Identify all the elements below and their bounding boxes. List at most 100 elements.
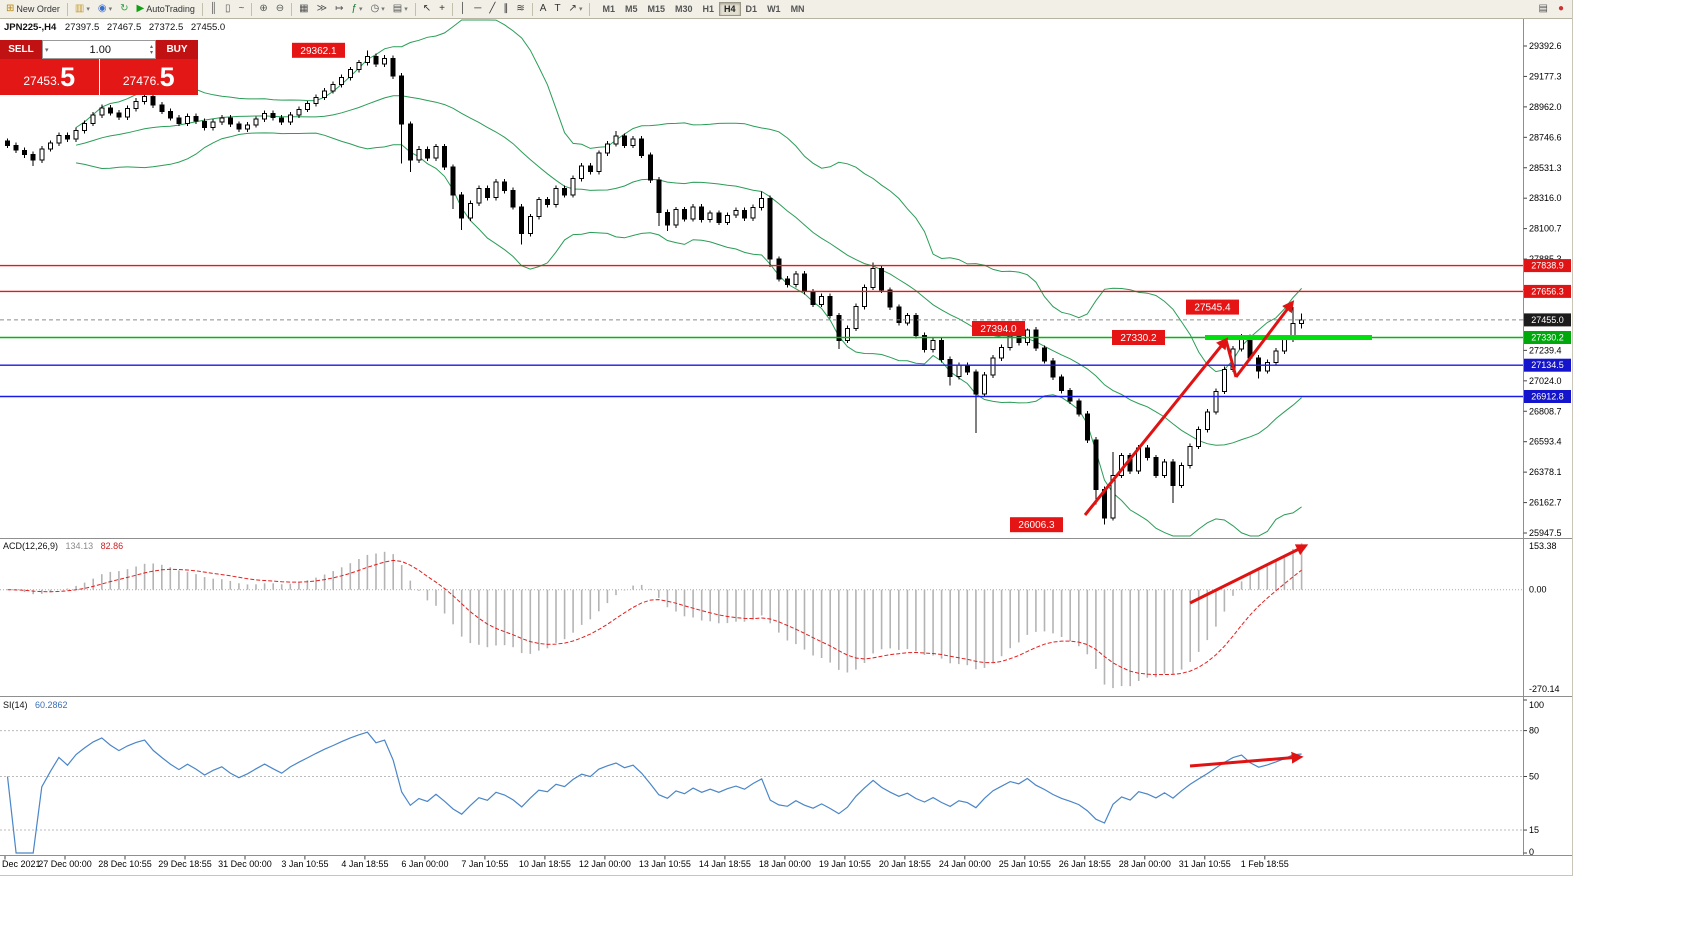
autotrading-button[interactable]: ▶ AutoTrading <box>133 1 199 18</box>
candle <box>879 267 885 291</box>
candle <box>870 267 876 288</box>
crosshair-button[interactable]: + <box>435 1 449 18</box>
text-label-button[interactable]: T <box>550 1 564 18</box>
sell-price[interactable]: 27453. 5 <box>0 59 100 95</box>
trendline-button[interactable]: ╱ <box>485 1 499 18</box>
candle <box>185 115 190 124</box>
timeframe-mn[interactable]: MN <box>790 4 805 14</box>
chart-list-icon: ▤ <box>1538 3 1548 14</box>
candle <box>604 143 610 154</box>
candle <box>759 197 765 209</box>
price-label[interactable]: 27330.2 <box>1112 330 1165 345</box>
timeframe-h4[interactable]: H4 <box>719 2 741 16</box>
candle <box>1033 329 1039 349</box>
price-label[interactable]: 26006.3 <box>1010 517 1063 533</box>
cursor-button[interactable]: ↖ <box>419 1 435 18</box>
price-label[interactable]: 29362.1 <box>292 42 345 58</box>
svg-text:27656.3: 27656.3 <box>1531 286 1564 296</box>
candle <box>459 194 465 219</box>
arrows-icon: ↗ <box>568 3 577 14</box>
symbol-info: JPN225-,H4 27397.5 27467.5 27372.5 27455… <box>4 22 230 33</box>
candle <box>913 315 919 337</box>
arrows-button[interactable]: ↗ ▾ <box>565 1 587 18</box>
periods-button[interactable]: ◷ ▾ <box>367 1 389 18</box>
candle <box>304 103 310 110</box>
bar-chart-button[interactable]: ║ <box>206 1 221 18</box>
candle <box>579 165 585 180</box>
chart-shift-button[interactable]: ↦ <box>331 1 347 18</box>
chart-list-icon[interactable]: ▤ <box>1535 1 1552 18</box>
symbol-name: JPN225-,H4 <box>4 22 57 33</box>
sell-button[interactable]: SELL <box>0 40 42 59</box>
candle <box>330 84 336 92</box>
equidistant-channel-button[interactable]: ∥ <box>499 1 512 18</box>
candle <box>1179 465 1185 486</box>
candle <box>167 110 173 119</box>
time-label: 20 Jan 18:55 <box>879 859 931 869</box>
refresh-button[interactable]: ↻ <box>116 1 132 18</box>
line-chart-button[interactable]: ~ <box>235 1 249 18</box>
candle <box>587 165 593 173</box>
price-axis-tick: 28962.0 <box>1529 102 1562 112</box>
price-label[interactable]: 27394.0 <box>972 321 1025 336</box>
timeframe-w1[interactable]: W1 <box>767 4 781 14</box>
trend-arrow[interactable] <box>1234 300 1295 378</box>
buy-button[interactable]: BUY <box>156 40 198 59</box>
price-axis-tick: 26808.7 <box>1529 406 1562 416</box>
text-button[interactable]: A <box>536 1 551 18</box>
volume-decrease-button[interactable]: ▾ <box>149 49 153 56</box>
candle <box>853 306 859 329</box>
candle <box>1007 335 1013 349</box>
price-axis-tick: 25947.5 <box>1529 528 1562 538</box>
candle <box>776 258 782 280</box>
trend-arrow[interactable] <box>1189 751 1304 768</box>
trend-arrow[interactable] <box>1083 337 1229 516</box>
candle <box>1076 400 1082 415</box>
toolbar-items: ⊞ New Order ▥ ▾ ◉ ▾ ↻ ▶ AutoTrading ║ ▯ ~ ⊕ ⊖ ▦ ≫ ↦ ƒ ▾ ◷ ▾ ▤… <box>0 0 1531 18</box>
volume-control[interactable]: ▾ 1.00 ▴ ▾ <box>42 40 156 59</box>
templates-button[interactable]: ▤ ▾ <box>389 1 412 18</box>
price-axis-tick: 28316.0 <box>1529 193 1562 203</box>
candlestick-chart-button[interactable]: ▯ <box>221 1 235 18</box>
timeframe-h1[interactable]: H1 <box>702 4 715 14</box>
timeframe-m1[interactable]: M1 <box>602 4 615 14</box>
volume-value[interactable]: 1.00 <box>89 43 111 56</box>
buy-price[interactable]: 27476. 5 <box>99 59 198 95</box>
volume-increase-button[interactable]: ▴ <box>149 43 153 50</box>
candle <box>887 289 893 308</box>
tile-windows-button[interactable]: ▦ <box>295 1 312 18</box>
price-axis-tick: 26593.4 <box>1529 437 1562 447</box>
svg-text:26006.3: 26006.3 <box>1018 520 1055 531</box>
alert-icon[interactable]: ● <box>1554 1 1568 18</box>
trend-arrow[interactable] <box>1189 544 1309 605</box>
candle <box>30 154 36 161</box>
price-label[interactable]: 27545.4 <box>1186 299 1239 315</box>
vertical-line-button[interactable]: │ <box>456 1 470 18</box>
volume-dropdown-arrow-icon[interactable]: ▾ <box>45 46 49 54</box>
timeframe-m15[interactable]: M15 <box>647 4 665 14</box>
timeframe-m5[interactable]: M5 <box>624 4 638 14</box>
trend-arrow[interactable] <box>1224 339 1238 378</box>
timeframe-group: M1 M5 M15 M30 H1 H4 D1 W1 MN <box>597 2 809 16</box>
candle <box>630 138 636 146</box>
candle <box>270 113 276 119</box>
macd-panel: 153.38 0.00 -270.14 <box>0 541 1560 694</box>
fibonacci-button[interactable]: ≋ <box>512 1 528 18</box>
candle <box>544 199 550 206</box>
zoom-in-button[interactable]: ⊕ <box>255 1 271 18</box>
candle <box>519 206 525 235</box>
timeframe-d1[interactable]: D1 <box>745 4 758 14</box>
horizontal-line-button[interactable]: ─ <box>470 1 485 18</box>
indicators-button[interactable]: ƒ ▾ <box>347 1 366 18</box>
auto-scroll-button[interactable]: ≫ <box>313 1 331 18</box>
candle <box>210 121 216 129</box>
time-label: 7 Jan 10:55 <box>461 859 508 869</box>
profiles-button[interactable]: ◉ ▾ <box>94 1 116 18</box>
timeframe-m30[interactable]: M30 <box>675 4 693 14</box>
new-chart-button[interactable]: ▥ ▾ <box>71 1 94 18</box>
new-order-button[interactable]: ⊞ New Order <box>2 1 64 18</box>
time-label: Dec 2021 <box>2 859 41 869</box>
zoom-out-button[interactable]: ⊖ <box>272 1 288 18</box>
bollinger-upper-band <box>75 19 1302 373</box>
candle <box>1221 368 1227 392</box>
